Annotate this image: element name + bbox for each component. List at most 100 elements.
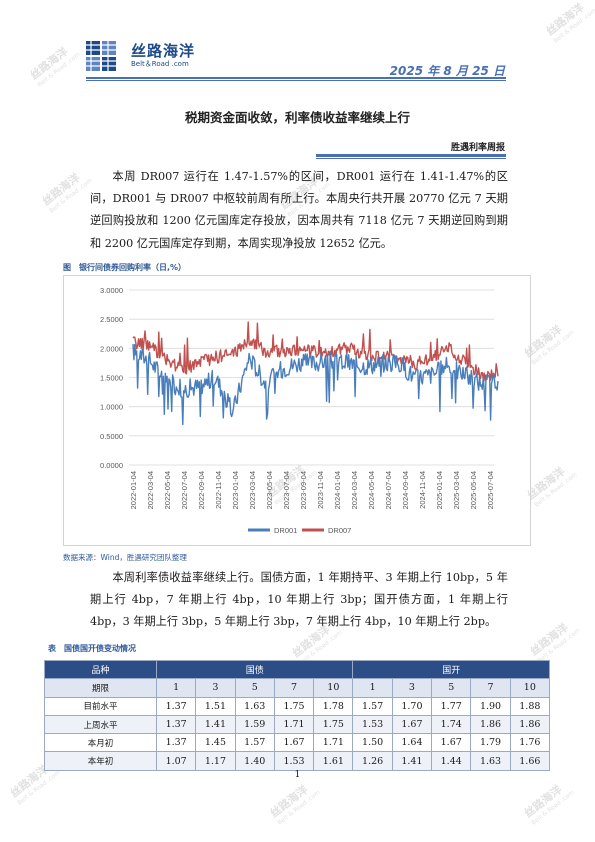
x-tick-label: 2024-07-04	[384, 471, 393, 509]
table-cell: 1.76	[509, 733, 551, 753]
paragraph-funding: 本周 DR007 运行在 1.47-1.57%的区间，DR001 运行在 1.4…	[90, 170, 508, 250]
table-row: 本月初 1.37 1.45 1.57 1.67 1.71 1.50 1.64 1.67 1.79 1…	[44, 733, 551, 753]
report-name-underline	[316, 154, 506, 157]
table-row-label: 本年初	[44, 751, 157, 771]
x-tick-label: 2022-09-04	[197, 471, 206, 509]
x-tick-label: 2025-05-04	[469, 471, 478, 509]
legend-label-dr007: DR007	[328, 526, 351, 535]
table-cell: 1.59	[234, 714, 275, 735]
x-tick-label: 2022-05-04	[163, 471, 172, 509]
table-cell: 1.50	[352, 733, 393, 753]
watermark: 丝路海洋 Belt & Road .com	[524, 464, 579, 509]
figure-caption: 图 银行间债券回购利率（日,%）	[63, 263, 187, 272]
repo-rate-chart: 3.0000 2.5000 2.0000 1.5000 1.0000 0.5000 0.00…	[100, 286, 499, 535]
table-cell: 1.70	[391, 696, 433, 716]
table-row-label: 目前水平	[44, 696, 157, 716]
table-cell: 1.41	[391, 751, 433, 771]
table-cell: 1.63	[470, 751, 511, 771]
table-cell: 1.57	[352, 696, 393, 716]
table-cell: 1.44	[431, 751, 472, 771]
table-cell: 1.07	[155, 751, 197, 771]
table-cell: 1.88	[509, 696, 551, 716]
table-row-label: 上周水平	[44, 714, 157, 735]
x-tick-label: 2024-03-04	[350, 471, 359, 509]
table-term-cell: 7	[470, 678, 511, 698]
logo-subtext: Belt＆Road .com	[131, 60, 189, 68]
x-tick-label: 2023-01-04	[231, 471, 240, 509]
table-header-cell: 品种	[44, 659, 157, 680]
table-cell: 1.67	[273, 733, 315, 753]
table-row: 目前水平 1.37 1.51 1.63 1.75 1.78 1.57 1.70 1.77 1.90…	[44, 696, 551, 716]
table-cell: 1.63	[234, 696, 275, 716]
x-tick-label: 2024-01-04	[333, 471, 342, 509]
table-term-cell: 10	[313, 678, 354, 698]
x-tick-label: 2024-11-04	[418, 471, 427, 509]
x-tick-label: 2022-03-04	[146, 471, 155, 509]
table-term-cell: 7	[273, 678, 315, 698]
series-line-dr007	[132, 321, 499, 382]
table-cell: 1.53	[273, 751, 315, 771]
table-row: 本年初 1.07 1.17 1.40 1.53 1.61 1.26 1.41 1.44 1.63 1…	[44, 751, 551, 771]
table-term-cell: 3	[195, 678, 236, 698]
table-cell: 1.37	[155, 733, 197, 753]
watermark: 丝路海洋 Belt & Road .com	[543, 0, 595, 45]
table-cell: 1.74	[431, 714, 472, 735]
report-date: 2025 年 8 月 25 日	[389, 64, 505, 78]
table-cell: 1.26	[352, 751, 393, 771]
table-cell: 1.67	[391, 714, 433, 735]
table-term-cell: 1	[155, 678, 197, 698]
paragraph-yields: 本周利率债收益率继续上行。国债方面，1 年期持平、3 年期上行 10bp，5 年…	[90, 571, 508, 629]
x-tick-label: 2025-01-04	[435, 471, 444, 509]
report-name: 胜遇利率周报	[450, 143, 505, 153]
table-term-cell: 5	[234, 678, 275, 698]
table-cell: 1.40	[234, 751, 275, 771]
logo-text: 丝路海洋	[131, 42, 196, 60]
bond-yield-table: 品种 国债 国开 期限 1 3 5 7 10 1 3 5 7 10 目前水平 1.37 1.51 1.6…	[44, 659, 551, 771]
table-caption: 表 国债国开债变动情况	[48, 644, 136, 653]
table-cell: 1.66	[509, 751, 551, 771]
x-tick-label: 2022-07-04	[180, 471, 189, 509]
y-tick-label: 3.0000	[100, 286, 123, 295]
series-line-dr001	[132, 343, 499, 426]
table-cell: 1.64	[391, 733, 433, 753]
header-divider	[86, 80, 506, 81]
table-term-cell: 5	[431, 678, 472, 698]
page-title: 税期资金面收敛，利率债收益率继续上行	[184, 110, 410, 125]
watermark: 丝路海洋 Belt & Road .com	[527, 620, 582, 665]
y-tick-label: 1.5000	[100, 374, 123, 383]
table-cell: 1.71	[273, 714, 315, 735]
x-tick-label: 2024-05-04	[367, 471, 376, 509]
x-tick-label: 2025-07-04	[486, 471, 495, 509]
table-cell: 1.41	[195, 714, 236, 735]
table-cell: 1.90	[470, 696, 511, 716]
table-cell: 1.86	[509, 714, 551, 735]
table-cell: 1.57	[234, 733, 275, 753]
x-tick-label: 2023-03-04	[248, 471, 257, 509]
table-term-cell: 3	[391, 678, 433, 698]
table-cell: 1.86	[470, 714, 511, 735]
table-cell: 1.78	[313, 696, 354, 716]
x-tick-label: 2024-09-04	[401, 471, 410, 509]
table-cell: 1.75	[313, 714, 354, 735]
x-tick-label: 2023-11-04	[316, 471, 325, 509]
table-cell: 1.37	[155, 696, 197, 716]
table-row-label: 本月初	[44, 733, 157, 753]
table-header-cell: 国债	[155, 659, 354, 680]
y-tick-label: 0.0000	[100, 461, 123, 470]
y-tick-label: 1.0000	[100, 403, 123, 412]
table-cell: 1.77	[431, 696, 472, 716]
table-cell: 1.45	[195, 733, 236, 753]
page-number: 1	[294, 770, 301, 780]
watermark: 丝路海洋 Belt & Road .com	[39, 170, 94, 215]
x-tick-label: 2025-03-04	[452, 471, 461, 509]
table-cell: 1.67	[431, 733, 472, 753]
table-header-row: 品种 国债 国开	[44, 659, 550, 680]
x-tick-label: 2022-01-04	[129, 471, 138, 509]
header-divider	[86, 77, 506, 79]
table-cell: 1.75	[273, 696, 315, 716]
watermark: 丝路海洋 Belt & Road .com	[27, 44, 82, 89]
x-tick-label: 2023-07-04	[282, 471, 291, 509]
table-cell: 1.53	[352, 714, 393, 735]
table-term-label: 期限	[44, 678, 157, 698]
table-cell: 1.61	[313, 751, 354, 771]
